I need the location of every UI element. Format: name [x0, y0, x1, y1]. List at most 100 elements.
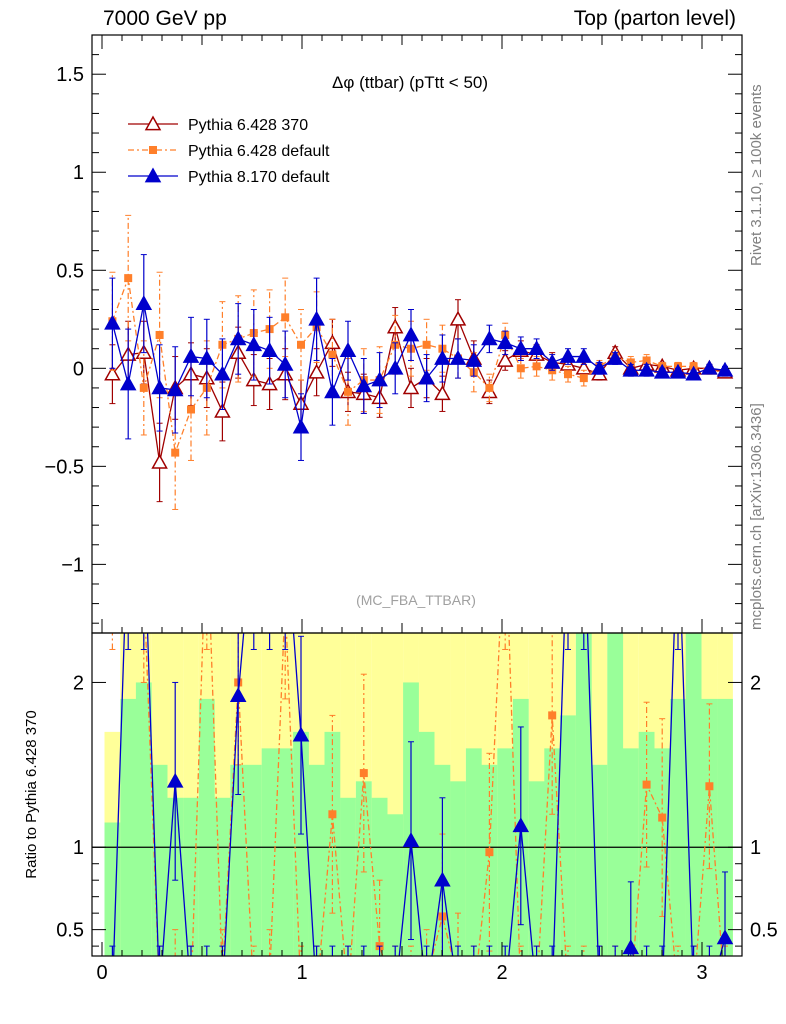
data-point	[591, 359, 608, 375]
data-point	[171, 975, 179, 983]
data-point	[104, 314, 121, 330]
data-point	[292, 726, 310, 742]
data-point	[308, 310, 325, 326]
data-point	[642, 356, 651, 365]
data-point	[218, 975, 226, 983]
ratio-p6-default-series	[109, 184, 729, 1000]
data-point	[564, 370, 572, 379]
data-point	[104, 365, 121, 381]
data-point	[595, 992, 603, 1000]
data-point	[166, 772, 184, 788]
legend-label: Pythia 8.170 default	[188, 169, 330, 186]
data-point	[155, 330, 164, 339]
data-point	[344, 387, 352, 396]
band-green-bin	[198, 698, 215, 956]
ratio-y-axis-label: Ratio to Pythia 6.428 370	[23, 710, 40, 878]
band-green-bin	[135, 682, 152, 956]
data-point	[467, 989, 481, 1002]
band-green-bin	[418, 731, 435, 956]
data-point	[355, 377, 373, 393]
data-point	[608, 989, 622, 1002]
data-point	[344, 992, 352, 1000]
data-point	[324, 383, 341, 399]
data-point	[328, 350, 337, 359]
data-point	[451, 989, 465, 1002]
x-tick-label: 3	[696, 962, 707, 984]
data-point	[512, 817, 530, 833]
header-right-label: Top (parton level)	[573, 7, 736, 30]
data-point	[575, 359, 593, 375]
data-point	[187, 405, 195, 414]
data-point	[266, 975, 274, 983]
band-green-bin	[230, 764, 247, 956]
band-green-bin	[324, 731, 341, 956]
data-point	[653, 363, 671, 379]
band-green-bin	[701, 698, 718, 956]
band-green-bin	[497, 748, 514, 956]
data-point	[166, 381, 184, 397]
band-green-bin	[293, 731, 309, 956]
data-point	[420, 989, 434, 1002]
data-point	[245, 336, 263, 352]
data-point	[465, 351, 483, 367]
band-green-bin	[340, 797, 356, 956]
data-point	[215, 989, 229, 1002]
band-green-bin	[261, 748, 278, 956]
data-point	[135, 295, 153, 310]
main-p8-default-series	[104, 254, 734, 461]
data-point	[674, 992, 682, 1000]
data-point	[611, 992, 619, 1000]
ratio-p6-default-line	[145, 633, 723, 956]
main-y-tick-label: −0.5	[45, 456, 84, 478]
main-p6-default-line	[111, 277, 726, 453]
data-point	[119, 375, 137, 391]
data-point	[658, 813, 667, 822]
data-point	[622, 939, 640, 955]
main-y-tick-label: 1	[73, 162, 84, 184]
data-point	[359, 769, 368, 778]
data-point	[516, 364, 525, 373]
data-point	[449, 349, 467, 365]
data-point	[716, 361, 734, 377]
band-green-bin	[481, 764, 498, 956]
band-green-bin	[308, 764, 325, 956]
main-p6-370-series	[104, 299, 734, 503]
data-point	[261, 342, 278, 358]
data-point	[496, 351, 514, 367]
data-point	[214, 402, 231, 418]
data-point	[627, 992, 635, 1000]
data-point	[517, 992, 525, 1000]
analysis-watermark: (MC_FBA_TTBAR)	[356, 592, 476, 608]
main-y-tick-label: 0	[73, 358, 84, 380]
data-point	[716, 929, 734, 945]
data-point	[449, 310, 467, 326]
data-point	[140, 580, 148, 588]
band-green-bin	[371, 797, 388, 956]
data-point	[402, 832, 420, 847]
data-point	[124, 184, 132, 192]
data-point	[564, 992, 572, 1000]
ratio-bands	[104, 633, 733, 956]
data-point	[373, 989, 387, 1002]
data-point	[705, 782, 714, 791]
data-point	[341, 989, 355, 1002]
data-point	[308, 363, 325, 379]
ratio-p8-default-line	[113, 633, 726, 956]
data-point	[721, 992, 729, 1000]
data-point	[297, 992, 305, 1000]
data-point	[470, 992, 478, 1000]
data-point	[278, 511, 292, 524]
data-point	[276, 355, 294, 371]
data-point	[543, 353, 561, 369]
legend-label: Pythia 6.428 default	[188, 143, 330, 160]
data-point	[263, 511, 277, 524]
data-point	[454, 975, 462, 983]
data-point	[671, 511, 685, 524]
band-green-bin	[544, 748, 561, 956]
data-point	[153, 989, 167, 1002]
ratio-y-tick-label-right: 1	[750, 837, 761, 859]
data-point	[434, 349, 451, 365]
header-left-label: 7000 GeV pp	[103, 7, 227, 30]
ratio-frame	[91, 632, 743, 957]
